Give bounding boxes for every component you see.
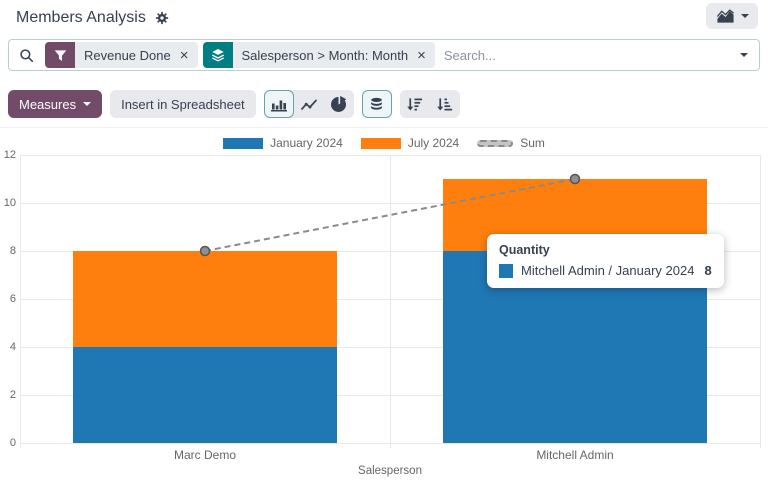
search-input[interactable] <box>434 47 729 63</box>
database-icon <box>371 97 382 110</box>
facet-groupby: Salesperson > Month: Month × <box>202 42 435 68</box>
measures-label: Measures <box>19 96 77 112</box>
pie-chart-icon <box>331 95 347 112</box>
x-axis-label: Mitchell Admin <box>536 448 614 462</box>
gear-icon[interactable] <box>155 11 169 25</box>
facet-label: Salesperson > Month: Month <box>241 47 409 63</box>
sort-desc-button[interactable] <box>400 90 430 118</box>
tooltip-value: 8 <box>704 263 712 278</box>
chart-canvas: 0 2 4 6 8 10 12 Marc Demo Mitchell Admin <box>0 130 768 483</box>
legend-swatch <box>223 137 264 149</box>
gridline-vertical <box>20 155 21 448</box>
header: Members Analysis <box>0 0 768 36</box>
x-axis-label: Marc Demo <box>173 448 236 462</box>
facet-filter: Revenue Done × <box>45 42 198 68</box>
chart-legend: January 2024 July 2024 Sum <box>0 136 768 150</box>
tooltip-row: Mitchell Admin / January 2024 8 <box>487 260 724 288</box>
y-axis-tick-label: 12 <box>3 148 16 161</box>
y-axis-tick-label: 8 <box>9 244 16 257</box>
legend-item[interactable]: January 2024 <box>223 136 343 150</box>
y-axis-tick-label: 4 <box>9 340 16 353</box>
sort-desc-icon <box>407 97 423 110</box>
bar-chart-button[interactable] <box>263 90 294 118</box>
chevron-down-icon <box>740 53 748 57</box>
facet-remove-button[interactable]: × <box>179 46 189 64</box>
legend-item[interactable]: July 2024 <box>360 136 460 150</box>
insert-label: Insert in Spreadsheet <box>121 96 245 112</box>
panel-divider <box>0 127 768 128</box>
search-icon <box>19 48 34 63</box>
sort-asc-icon <box>437 97 453 110</box>
tooltip-swatch <box>499 263 513 278</box>
search-bar: Revenue Done × Salesperson > Month: Mont… <box>8 39 760 71</box>
view-switcher-button[interactable] <box>706 3 758 29</box>
search-dropdown-toggle[interactable] <box>729 40 759 70</box>
bar-segment[interactable] <box>72 251 338 347</box>
x-axis-title: Salesperson <box>358 465 422 477</box>
y-axis-tick-label: 6 <box>9 292 16 305</box>
gridline-vertical <box>390 155 391 448</box>
legend-item[interactable]: Sum <box>477 136 545 150</box>
bar-chart-icon <box>270 100 287 111</box>
stacked-toggle-button[interactable] <box>361 90 392 118</box>
legend-label: July 2024 <box>407 136 460 150</box>
area-chart-icon <box>716 8 735 24</box>
chevron-down-icon <box>83 102 92 106</box>
toolbar: Measures Insert in Spreadsheet <box>8 89 460 119</box>
line-chart-icon <box>300 98 317 110</box>
insert-in-spreadsheet-button[interactable]: Insert in Spreadsheet <box>110 90 256 118</box>
legend-label: Sum <box>520 136 545 150</box>
chart-type-group <box>263 90 354 118</box>
measures-button[interactable]: Measures <box>8 90 103 118</box>
layers-icon <box>202 42 233 68</box>
tooltip: Quantity Mitchell Admin / January 2024 8 <box>487 234 724 288</box>
gridline-vertical <box>760 155 761 448</box>
tooltip-title: Quantity <box>499 243 550 257</box>
line-chart-button[interactable] <box>294 90 324 118</box>
y-axis-tick-label: 2 <box>9 388 16 401</box>
sort-asc-button[interactable] <box>430 90 460 118</box>
facet-label: Revenue Done <box>84 47 171 63</box>
sort-group <box>399 90 460 118</box>
chevron-down-icon <box>740 14 749 18</box>
tooltip-label: Mitchell Admin / January 2024 <box>521 263 695 278</box>
filter-icon <box>45 42 75 68</box>
page-title: Members Analysis <box>16 9 146 26</box>
legend-swatch <box>477 139 514 147</box>
facet-remove-button[interactable]: × <box>417 46 426 64</box>
bar-segment[interactable] <box>72 347 338 443</box>
chart: January 2024 July 2024 Sum 0 2 4 6 8 10 12 Marc D… <box>0 130 768 483</box>
legend-swatch <box>360 137 401 149</box>
pie-chart-button[interactable] <box>324 90 354 118</box>
y-axis-tick-label: 0 <box>9 436 16 449</box>
legend-label: January 2024 <box>270 136 343 150</box>
y-axis-tick-label: 10 <box>3 196 16 209</box>
